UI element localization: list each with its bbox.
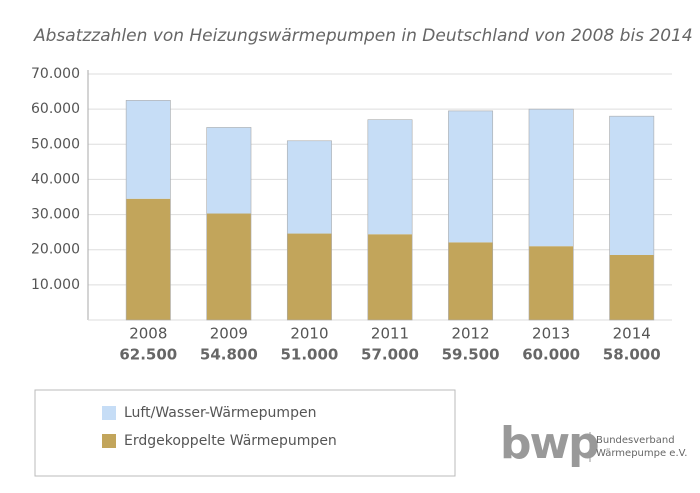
legend-swatch [102,406,116,420]
bar-segment [367,119,413,235]
x-tick-label: 2013 [532,325,570,343]
bar-outline [367,119,413,321]
total-label: 58.000 [603,346,661,364]
logo-line: Wärmepumpe e.V. [596,448,687,459]
logo-mark: bwp [500,418,598,469]
bar-outline [528,108,574,321]
legend-label: Erdgekoppelte Wärmepumpen [124,433,337,449]
bar-segment [367,234,413,320]
bar-segment [609,116,654,255]
total-label: 57.000 [361,346,419,364]
bar-outline [609,115,655,321]
bar-outline [206,127,252,321]
y-tick-label: 60.000 [31,101,80,117]
chart-title: Absatzzahlen von Heizungswärmepumpen in … [33,26,693,46]
bar-segment [287,140,332,234]
x-tick-label: 2011 [371,325,409,343]
bar-segment [206,213,252,320]
legend-swatch [102,434,116,448]
logo-line: Bundesverband [596,435,675,446]
legend-label: Luft/Wasser-Wärmepumpen [124,405,316,421]
x-tick-label: 2008 [129,325,167,343]
bar-outline [286,140,332,321]
x-tick-label: 2012 [451,325,489,343]
x-tick-label: 2014 [613,325,651,343]
total-label: 62.500 [119,346,177,364]
total-label: 60.000 [522,346,580,364]
bar-segment [206,127,252,214]
legend-box [34,389,456,477]
bar-segment [609,254,654,320]
x-tick-label: 2009 [210,325,248,343]
y-tick-label: 70.000 [31,66,80,82]
bar-segment [528,109,574,247]
y-tick-label: 20.000 [31,242,80,258]
bar-segment [528,246,574,320]
bar-segment [126,100,171,199]
bar-outline [448,110,494,321]
total-label: 51.000 [280,346,338,364]
y-tick-label: 40.000 [31,171,80,187]
y-tick-label: 10.000 [31,277,80,293]
x-tick-label: 2010 [290,325,328,343]
y-tick-label: 50.000 [31,136,80,152]
bar-outline [125,100,171,321]
bar-segment [287,233,332,320]
total-label: 59.500 [442,346,500,364]
total-label: 54.800 [200,346,258,364]
bar-segment [448,110,493,243]
bar-segment [448,242,493,320]
y-tick-label: 30.000 [31,207,80,223]
bar-segment [126,198,171,320]
